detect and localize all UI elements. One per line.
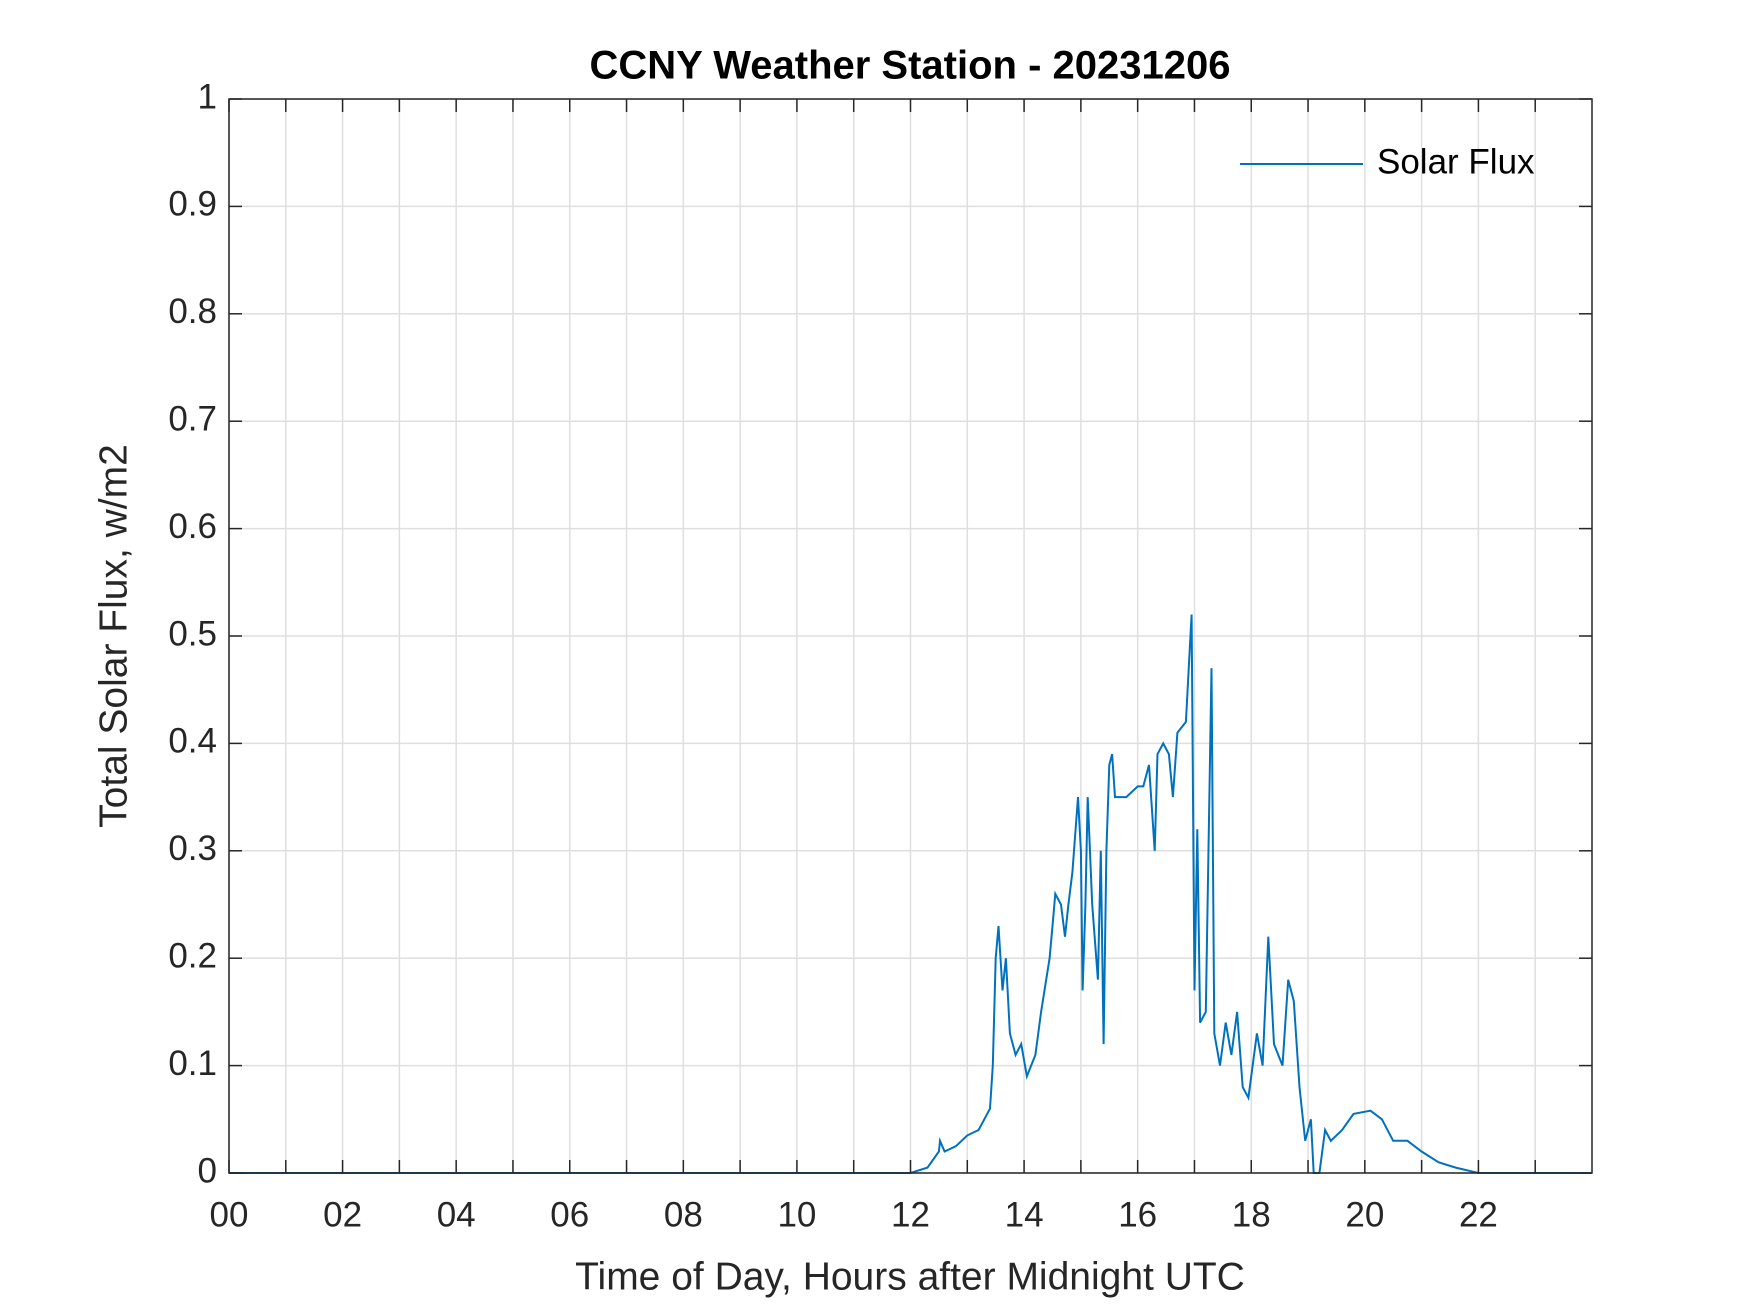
y-tick-label: 1: [198, 77, 217, 116]
y-tick-label: 0: [198, 1151, 217, 1190]
legend-label: Solar Flux: [1377, 142, 1535, 181]
x-tick-label: 22: [1459, 1195, 1498, 1234]
x-tick-label: 14: [1005, 1195, 1044, 1234]
chart-title: CCNY Weather Station - 20231206: [590, 44, 1231, 88]
x-tick-label: 10: [777, 1195, 816, 1234]
x-tick-label: 04: [437, 1195, 476, 1234]
y-tick-label: 0.8: [168, 292, 217, 331]
x-tick-label: 06: [550, 1195, 589, 1234]
x-tick-label: 02: [323, 1195, 362, 1234]
y-tick-label: 0.4: [168, 722, 217, 761]
y-tick-label: 0.9: [168, 185, 217, 224]
data-line: [229, 614, 1591, 1174]
x-tick-label: 12: [891, 1195, 930, 1234]
y-tick-label: 0.7: [168, 399, 217, 438]
y-tick-label: 0.1: [168, 1044, 217, 1083]
x-tick-label: 08: [664, 1195, 703, 1234]
y-tick-label: 0.6: [168, 507, 217, 546]
y-axis-label: Total Solar Flux, w/m2: [92, 444, 135, 828]
x-tick-label: 16: [1118, 1195, 1157, 1234]
x-tick-label: 18: [1232, 1195, 1271, 1234]
x-tick-label: 00: [210, 1195, 249, 1234]
y-tick-label: 0.3: [168, 829, 217, 868]
x-tick-label: 20: [1345, 1195, 1384, 1234]
y-tick-label: 0.5: [168, 614, 217, 653]
y-tick-label: 0.2: [168, 936, 217, 975]
x-axis-label: Time of Day, Hours after Midnight UTC: [575, 1255, 1245, 1298]
